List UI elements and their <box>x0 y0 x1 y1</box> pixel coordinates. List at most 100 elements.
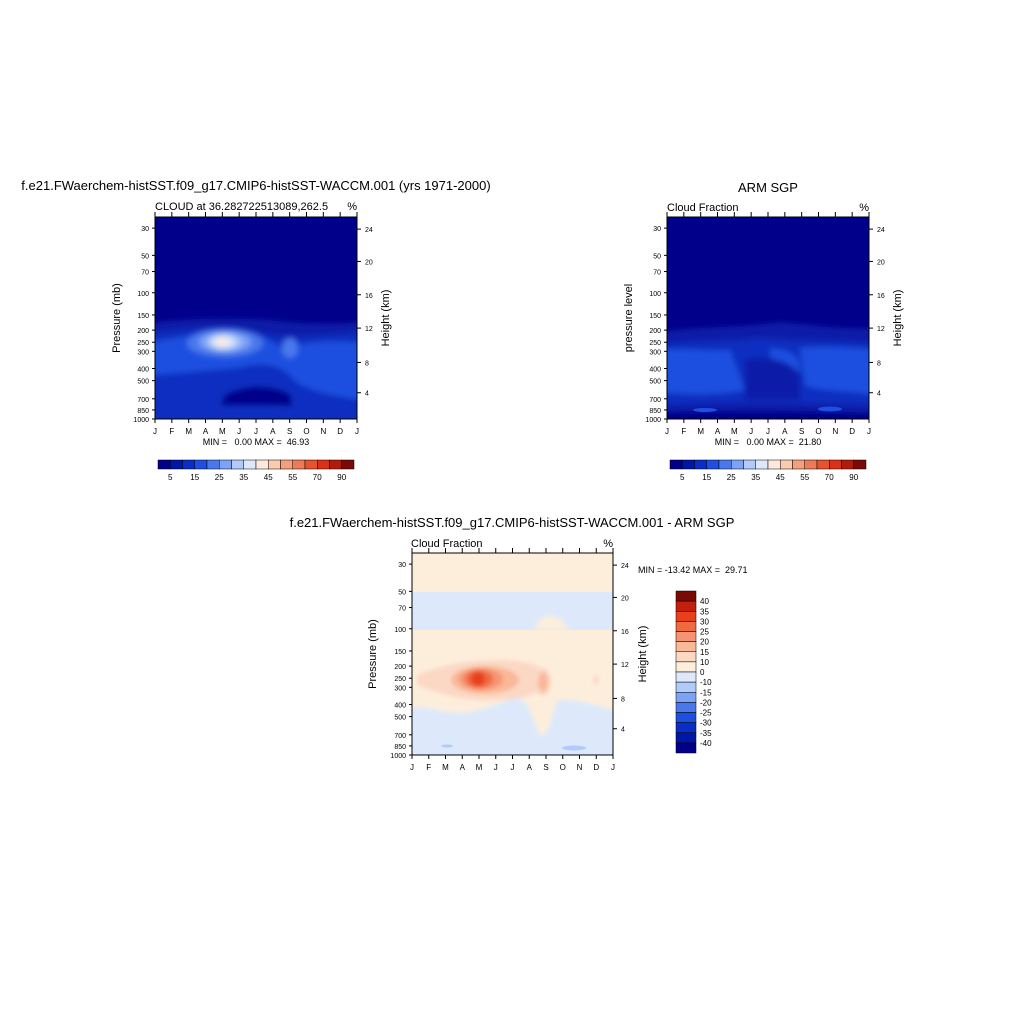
y-tick-label: 400 <box>649 367 661 374</box>
y-tick-label: 850 <box>649 408 661 415</box>
colorbar-swatch <box>755 459 769 470</box>
colorbar-swatch <box>675 651 697 663</box>
colorbar-label: 20 <box>700 638 709 647</box>
colorbar-label: -15 <box>700 688 712 697</box>
y-tick-label: 200 <box>137 328 149 335</box>
colorbar-label: 0 <box>700 668 705 677</box>
panel-obs-stats: MIN = 0.00 MAX = 21.80 <box>715 437 822 447</box>
x-tick-label: S <box>543 763 548 772</box>
y2-tick-label: 12 <box>365 326 373 333</box>
colorbar-swatch <box>675 692 697 703</box>
x-tick-label: O <box>815 427 821 436</box>
x-tick-label: S <box>799 427 804 436</box>
colorbar-label: 40 <box>700 597 709 606</box>
colorbar-swatch <box>675 681 697 693</box>
colorbar-label: -10 <box>700 678 712 687</box>
y-tick-label: 50 <box>398 589 406 596</box>
colorbar-swatch <box>194 459 208 470</box>
panel-obs-contours <box>667 217 869 419</box>
panel-diff-units: % <box>603 538 613 550</box>
panel-model-ylabel: Pressure (mb) <box>111 283 123 353</box>
colorbar-swatch <box>255 459 269 470</box>
y2-tick-label: 20 <box>365 259 373 266</box>
colorbar-label: 90 <box>849 473 858 482</box>
colorbar-swatch <box>675 641 697 652</box>
y2-tick-label: 4 <box>365 391 369 398</box>
x-tick-label: J <box>867 427 871 436</box>
x-tick-label: S <box>287 427 292 436</box>
y2-tick-label: 8 <box>877 360 881 367</box>
colorbar-swatch <box>675 712 697 723</box>
colorbar-label: 70 <box>825 473 834 482</box>
colorbar-swatch <box>829 459 842 470</box>
colorbar-swatch <box>329 459 342 470</box>
x-tick-label: F <box>681 427 686 436</box>
y-tick-label: 850 <box>137 408 149 415</box>
colorbar-swatch <box>675 611 697 622</box>
colorbar-swatch <box>675 702 697 713</box>
colorbar-swatch <box>231 459 244 470</box>
colorbar-swatch <box>675 742 697 754</box>
colorbar-swatch <box>816 459 830 470</box>
x-tick-label: A <box>270 427 276 436</box>
y-tick-label: 400 <box>137 367 149 374</box>
panel-diff-ylabel: Pressure (mb) <box>367 619 379 689</box>
colorbar-swatch <box>341 459 355 470</box>
colorbar-label: -30 <box>700 719 712 728</box>
colorbar-swatch <box>304 459 318 470</box>
y2-tick-label: 8 <box>365 360 369 367</box>
y-tick-label: 200 <box>649 328 661 335</box>
colorbar-label: 15 <box>190 473 199 482</box>
colorbar-swatch <box>841 459 854 470</box>
x-tick-label: M <box>476 763 483 772</box>
colorbar-swatch <box>718 459 732 470</box>
colorbar-swatch <box>675 621 697 632</box>
y-tick-label: 70 <box>653 270 661 277</box>
panel-obs: ARM SGP Cloud Fraction % J F M A M J J A S O N D J 30… <box>623 180 904 482</box>
y-tick-label: 400 <box>394 703 406 710</box>
y2-tick-label: 20 <box>877 259 885 266</box>
y-tick-label: 50 <box>141 253 149 260</box>
colorbar-label: -25 <box>700 709 712 718</box>
colorbar-swatch <box>706 459 720 470</box>
x-tick-label: F <box>426 763 431 772</box>
x-tick-label: N <box>832 427 838 436</box>
colorbar-swatch <box>182 459 195 470</box>
y2-tick-label: 12 <box>877 326 885 333</box>
colorbar-swatch <box>792 459 805 470</box>
colorbar-label: -20 <box>700 698 712 707</box>
colorbar-label: 35 <box>751 473 760 482</box>
y2-tick-label: 24 <box>365 227 373 234</box>
colorbar-swatch <box>280 459 293 470</box>
colorbar-label: 45 <box>776 473 785 482</box>
y-tick-label: 100 <box>137 291 149 298</box>
panel-obs-title: ARM SGP <box>738 180 798 195</box>
colorbar-swatch <box>675 661 697 673</box>
panel-diff: f.e21.FWaerchem-histSST.f09_g17.CMIP6-hi… <box>290 515 748 772</box>
colorbar-swatch <box>780 459 793 470</box>
y-tick-label: 30 <box>398 562 406 569</box>
colorbar-label: 15 <box>700 648 709 657</box>
colorbar-swatch <box>804 459 818 470</box>
y-tick-label: 250 <box>394 676 406 683</box>
x-tick-label: D <box>849 427 855 436</box>
panel-obs-axes: J F M A M J J A S O N D J 30 50 70 100 150 200 250 300 400 500… <box>645 212 885 436</box>
colorbar-swatch <box>682 459 695 470</box>
x-tick-label: J <box>355 427 359 436</box>
x-tick-label: D <box>337 427 343 436</box>
panel-diff-y2label: Height (km) <box>637 626 649 683</box>
colorbar-swatch <box>292 459 306 470</box>
y-tick-label: 70 <box>398 606 406 613</box>
colorbar-label: 25 <box>700 628 709 637</box>
y2-tick-label: 12 <box>621 662 629 669</box>
panel-obs-subtitle: Cloud Fraction <box>667 202 739 214</box>
x-tick-label: J <box>766 427 770 436</box>
x-tick-label: M <box>185 427 192 436</box>
colorbar-swatch <box>675 722 697 733</box>
colorbar-swatch <box>206 459 220 470</box>
x-tick-label: M <box>697 427 704 436</box>
x-tick-label: J <box>153 427 157 436</box>
panel-obs-colorbar: 5 15 25 35 45 55 70 90 <box>669 459 867 482</box>
